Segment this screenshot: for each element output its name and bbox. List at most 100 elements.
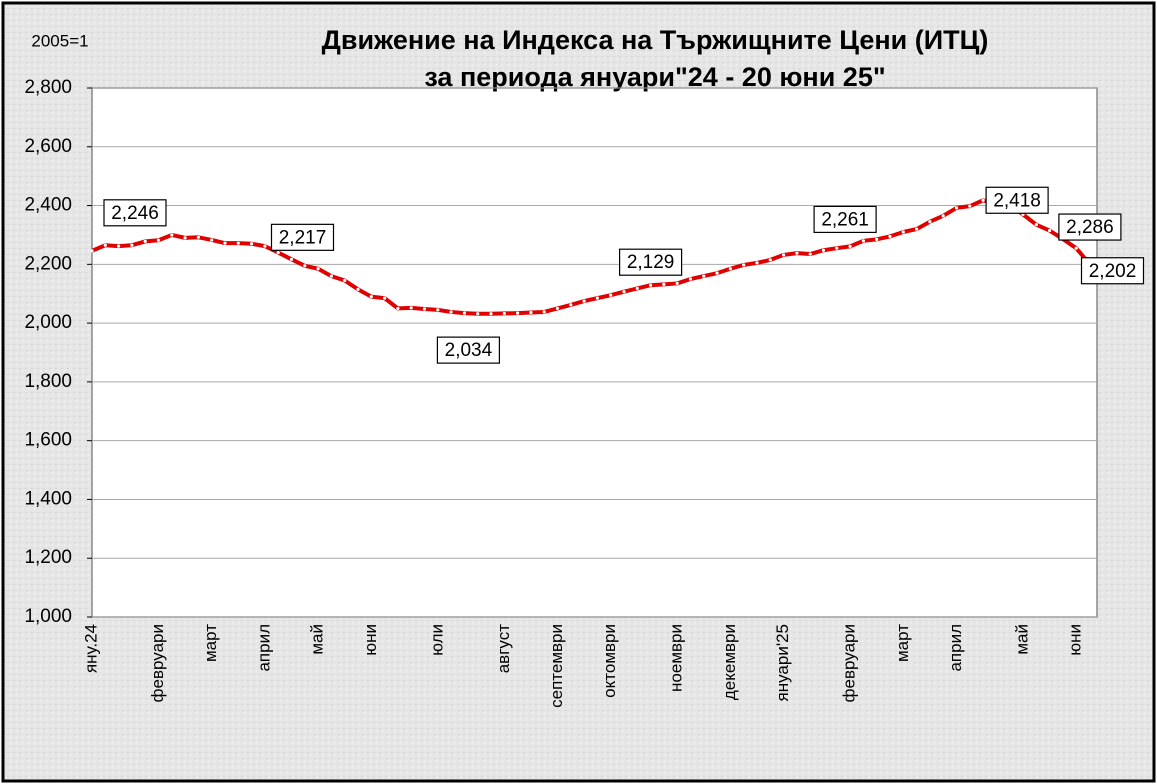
x-tick-label: май [308, 624, 327, 655]
data-label: 2,246 [111, 203, 159, 224]
x-tick-label: яну.24 [81, 624, 100, 673]
data-point [210, 238, 214, 242]
x-tick-label: август [494, 624, 513, 673]
data-point [130, 243, 134, 247]
chart-title: Движение на Индекса на Тържищните Цени (… [322, 25, 989, 55]
data-point [183, 236, 187, 240]
data-point [476, 312, 480, 316]
x-tick-label: февруари [840, 624, 859, 702]
y-tick-label: 1,800 [24, 371, 72, 392]
data-point [462, 311, 466, 315]
data-point [848, 244, 852, 249]
data-point [954, 206, 959, 210]
x-tick-label: ноември [667, 624, 686, 692]
data-point [90, 249, 94, 253]
data-point [808, 252, 812, 256]
data-line [91, 198, 1092, 316]
data-point [768, 258, 772, 262]
data-label: 2,034 [445, 340, 493, 361]
data-point [595, 296, 600, 300]
data-point [396, 306, 400, 311]
plot-area [91, 87, 1098, 618]
data-label-box [436, 336, 500, 364]
data-point [223, 241, 227, 245]
data-label-box [985, 186, 1049, 214]
data-point [715, 271, 719, 275]
data-label-box [813, 205, 877, 234]
data-point [755, 261, 759, 265]
data-point [303, 264, 307, 268]
data-point [795, 251, 799, 255]
data-point [555, 306, 560, 311]
data-point [981, 198, 985, 202]
x-tick-label: март [893, 624, 912, 662]
data-point [542, 310, 546, 314]
data-point [529, 310, 533, 315]
y-tick-label: 2,400 [24, 195, 72, 216]
x-tick-label: февруари [148, 624, 167, 702]
data-point [649, 283, 653, 287]
x-tick-label: април [254, 624, 273, 672]
x-tick-label: март [201, 624, 220, 662]
data-label: 2,217 [279, 227, 327, 248]
data-point [582, 299, 586, 303]
data-point [688, 277, 693, 281]
data-label: 2,261 [821, 209, 869, 230]
data-point [516, 311, 520, 315]
data-point [117, 244, 121, 248]
data-label: 2,418 [993, 190, 1041, 211]
data-point [502, 311, 506, 316]
data-point [409, 306, 413, 310]
data-point [622, 290, 626, 294]
y-tick-label: 1,400 [24, 488, 72, 509]
data-point [103, 243, 107, 247]
y-tick-label: 1,600 [24, 430, 72, 451]
data-point [635, 286, 639, 291]
y-tick-label: 2,000 [24, 312, 72, 333]
data-point [316, 267, 320, 271]
x-tick-label: декември [720, 624, 739, 700]
x-tick-label: юли [427, 624, 446, 656]
data-point [861, 239, 866, 243]
data-point [289, 257, 294, 261]
y-tick-label: 1,000 [24, 606, 72, 627]
data-point [968, 204, 972, 208]
data-point [742, 263, 746, 267]
data-label: 2,286 [1066, 217, 1114, 238]
data-label-box [1080, 257, 1145, 285]
data-point [236, 241, 240, 245]
data-point [276, 250, 280, 255]
x-tick-label: октомври [600, 624, 619, 698]
data-point [569, 303, 573, 307]
data-point [329, 274, 333, 278]
data-point [821, 248, 826, 252]
data-point [422, 307, 427, 311]
data-point [356, 287, 360, 291]
data-point [915, 227, 919, 231]
data-point [143, 239, 147, 244]
data-label-box [270, 223, 335, 251]
x-tick-label: април [946, 624, 965, 672]
data-point [888, 234, 892, 239]
data-point [343, 278, 347, 283]
data-label-box [1058, 213, 1122, 241]
x-tick-label: май [1012, 624, 1031, 655]
data-point [1034, 223, 1038, 227]
x-tick-label: юни [361, 624, 380, 656]
data-point [369, 295, 373, 299]
data-point [675, 281, 679, 286]
data-point [941, 214, 945, 218]
data-point [728, 267, 733, 271]
data-point [383, 296, 387, 300]
data-point [489, 312, 493, 316]
y-tick-label: 2,600 [24, 136, 72, 157]
data-point [835, 246, 839, 250]
data-point [156, 238, 161, 242]
data-point [263, 244, 267, 248]
data-label: 2,202 [1089, 261, 1137, 282]
data-point [928, 220, 932, 224]
data-point [702, 274, 706, 278]
y-tick-label: 2,200 [24, 253, 72, 274]
data-point [609, 293, 613, 297]
